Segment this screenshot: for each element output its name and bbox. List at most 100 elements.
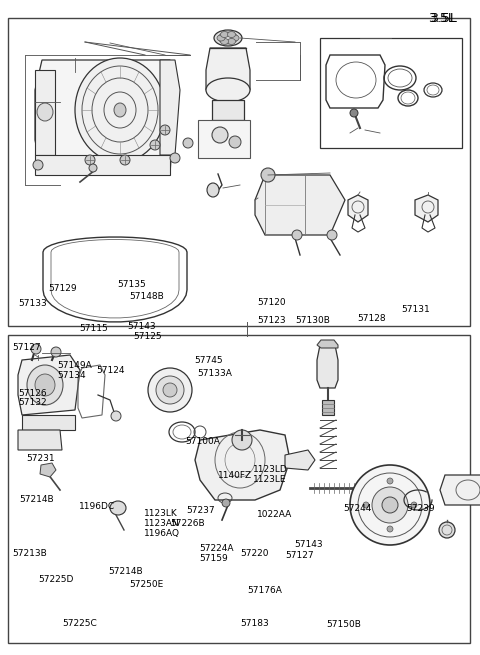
Ellipse shape bbox=[228, 31, 236, 37]
Ellipse shape bbox=[222, 499, 230, 507]
Ellipse shape bbox=[207, 183, 219, 197]
Ellipse shape bbox=[51, 347, 61, 357]
Ellipse shape bbox=[261, 168, 275, 182]
Text: 57126: 57126 bbox=[18, 389, 47, 398]
Polygon shape bbox=[212, 100, 244, 120]
Text: 57224A: 57224A bbox=[200, 544, 234, 553]
Polygon shape bbox=[195, 430, 290, 500]
Text: 1123LD: 1123LD bbox=[253, 465, 288, 474]
Polygon shape bbox=[348, 195, 368, 222]
Text: 57231: 57231 bbox=[26, 454, 55, 463]
Ellipse shape bbox=[229, 136, 241, 148]
Text: 57130B: 57130B bbox=[295, 316, 330, 326]
Text: 3.5L: 3.5L bbox=[428, 12, 455, 25]
Polygon shape bbox=[255, 175, 345, 235]
Text: 57133A: 57133A bbox=[197, 369, 232, 378]
Ellipse shape bbox=[31, 344, 41, 354]
Text: 57120: 57120 bbox=[257, 298, 286, 307]
Ellipse shape bbox=[439, 522, 455, 538]
Text: 57135: 57135 bbox=[118, 280, 146, 290]
Ellipse shape bbox=[327, 230, 337, 240]
Ellipse shape bbox=[220, 31, 228, 37]
Polygon shape bbox=[35, 155, 170, 175]
Ellipse shape bbox=[170, 153, 180, 163]
Text: 57237: 57237 bbox=[186, 506, 215, 515]
Text: 57127: 57127 bbox=[285, 551, 314, 560]
Bar bbox=[320, 38, 462, 148]
Ellipse shape bbox=[350, 465, 430, 545]
Text: 57134: 57134 bbox=[58, 371, 86, 380]
Ellipse shape bbox=[206, 78, 250, 102]
Text: 57159: 57159 bbox=[200, 554, 228, 563]
Text: 57176A: 57176A bbox=[247, 586, 282, 595]
Text: 1196AQ: 1196AQ bbox=[144, 529, 180, 538]
Ellipse shape bbox=[363, 502, 369, 508]
Ellipse shape bbox=[220, 39, 228, 45]
Text: 57183: 57183 bbox=[240, 619, 269, 628]
Text: 3.5L: 3.5L bbox=[430, 12, 457, 25]
Ellipse shape bbox=[27, 365, 63, 405]
Text: 57123: 57123 bbox=[257, 316, 286, 326]
Text: 57214B: 57214B bbox=[108, 567, 143, 576]
Ellipse shape bbox=[212, 127, 228, 143]
Ellipse shape bbox=[228, 39, 236, 45]
Text: 57250E: 57250E bbox=[130, 580, 164, 590]
Ellipse shape bbox=[214, 30, 242, 46]
Ellipse shape bbox=[114, 103, 126, 117]
Polygon shape bbox=[22, 415, 75, 430]
Polygon shape bbox=[285, 450, 315, 470]
Text: 57148B: 57148B bbox=[130, 291, 164, 301]
Polygon shape bbox=[206, 48, 250, 90]
Ellipse shape bbox=[217, 35, 225, 41]
Ellipse shape bbox=[110, 501, 126, 515]
Text: 57239: 57239 bbox=[407, 504, 435, 513]
Polygon shape bbox=[160, 60, 180, 155]
Text: 57143: 57143 bbox=[295, 540, 324, 549]
Text: 1123LE: 1123LE bbox=[253, 475, 287, 484]
Text: 57131: 57131 bbox=[401, 305, 430, 314]
Ellipse shape bbox=[120, 155, 130, 165]
Text: 57132: 57132 bbox=[18, 398, 47, 407]
Polygon shape bbox=[35, 70, 55, 155]
Text: 1123LK: 1123LK bbox=[144, 509, 178, 518]
Polygon shape bbox=[40, 463, 56, 477]
Ellipse shape bbox=[150, 140, 160, 150]
Ellipse shape bbox=[111, 411, 121, 421]
Ellipse shape bbox=[35, 374, 55, 396]
Ellipse shape bbox=[387, 478, 393, 484]
Text: 1196DC: 1196DC bbox=[79, 502, 115, 511]
Text: 57244: 57244 bbox=[343, 504, 372, 513]
Text: 1123AN: 1123AN bbox=[144, 519, 180, 529]
Text: 57127: 57127 bbox=[12, 343, 41, 352]
Text: 57225D: 57225D bbox=[38, 575, 74, 584]
Polygon shape bbox=[415, 195, 438, 222]
Ellipse shape bbox=[156, 376, 184, 404]
Ellipse shape bbox=[382, 497, 398, 513]
Text: 57220: 57220 bbox=[240, 549, 268, 558]
Polygon shape bbox=[317, 340, 338, 348]
Text: 1140FZ: 1140FZ bbox=[218, 471, 252, 480]
Text: 1022AA: 1022AA bbox=[257, 510, 292, 519]
Ellipse shape bbox=[85, 155, 95, 165]
Text: 57745: 57745 bbox=[194, 356, 223, 365]
Ellipse shape bbox=[411, 502, 417, 508]
Text: 57150B: 57150B bbox=[326, 620, 361, 629]
Polygon shape bbox=[18, 355, 80, 415]
Polygon shape bbox=[18, 430, 62, 450]
Text: 57124: 57124 bbox=[96, 365, 124, 375]
Text: 57100A: 57100A bbox=[185, 437, 220, 446]
Text: 57214B: 57214B bbox=[19, 495, 54, 504]
Bar bbox=[8, 18, 470, 326]
Polygon shape bbox=[440, 475, 480, 505]
Text: 57125: 57125 bbox=[133, 332, 162, 341]
Ellipse shape bbox=[231, 35, 239, 41]
Ellipse shape bbox=[75, 58, 165, 162]
Polygon shape bbox=[35, 60, 175, 175]
Ellipse shape bbox=[350, 109, 358, 117]
Text: 57115: 57115 bbox=[79, 324, 108, 333]
Text: 57128: 57128 bbox=[358, 314, 386, 324]
Text: 57149A: 57149A bbox=[58, 361, 92, 370]
Ellipse shape bbox=[163, 383, 177, 397]
Ellipse shape bbox=[387, 526, 393, 532]
Ellipse shape bbox=[33, 160, 43, 170]
